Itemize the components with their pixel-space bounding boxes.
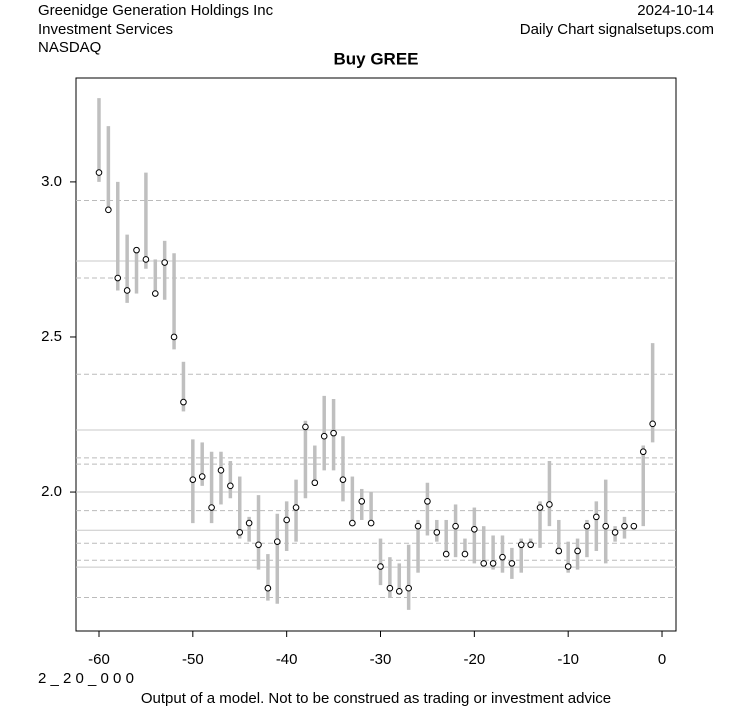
chart-title: Buy GREE — [333, 49, 418, 68]
y-tick-label: 3.0 — [41, 173, 62, 190]
close-point — [95, 169, 103, 176]
close-point — [123, 287, 131, 294]
close-point — [461, 550, 469, 558]
close-point — [546, 501, 553, 508]
header-left: Investment Services — [38, 21, 173, 38]
close-point — [499, 553, 506, 561]
x-tick-label: -30 — [370, 651, 392, 668]
close-point — [386, 584, 394, 592]
close-point — [217, 467, 225, 474]
close-point — [189, 476, 197, 483]
y-tick-label: 2.5 — [41, 328, 62, 345]
x-tick-label: -20 — [463, 651, 485, 668]
close-point — [283, 516, 290, 524]
close-point — [151, 290, 159, 297]
close-point — [395, 588, 403, 595]
close-point — [377, 563, 384, 570]
plot-frame — [75, 77, 677, 632]
close-point — [349, 519, 356, 527]
close-point — [471, 525, 478, 533]
close-point — [564, 563, 572, 570]
x-tick-label: 0 — [658, 651, 666, 668]
close-point — [330, 429, 337, 437]
close-point — [480, 560, 488, 567]
close-point — [339, 476, 347, 483]
close-point — [114, 274, 122, 282]
close-point — [245, 519, 253, 527]
close-point — [602, 522, 610, 530]
x-tick-label: -10 — [557, 651, 579, 668]
close-point — [555, 547, 563, 555]
close-point — [527, 541, 534, 549]
header-left: Greenidge Generation Holdings Inc — [38, 2, 274, 19]
close-point — [170, 333, 178, 341]
close-point — [105, 206, 112, 214]
close-point — [208, 504, 215, 511]
footer: Output of a model. Not to be construed a… — [141, 690, 611, 707]
close-point — [649, 420, 656, 428]
close-point — [358, 498, 366, 505]
close-point — [452, 522, 459, 530]
close-point — [311, 479, 319, 487]
x-tick-label: -50 — [182, 651, 204, 668]
close-point — [611, 529, 619, 536]
close-point — [517, 541, 525, 549]
close-point — [292, 504, 300, 511]
close-point — [273, 538, 281, 545]
close-point — [414, 522, 422, 530]
header-left: NASDAQ — [38, 39, 101, 56]
x-tick-label: -60 — [88, 651, 110, 668]
close-point — [630, 522, 638, 530]
close-point — [489, 560, 497, 567]
close-point — [367, 519, 375, 527]
x-tick-label: -40 — [276, 651, 298, 668]
close-point — [236, 529, 244, 536]
close-point — [255, 541, 262, 549]
close-point — [405, 584, 412, 592]
close-point — [442, 550, 450, 558]
close-point — [161, 259, 168, 266]
close-point — [133, 246, 140, 254]
close-point — [264, 584, 272, 592]
close-point — [424, 498, 431, 505]
close-point — [320, 432, 328, 440]
close-point — [142, 256, 150, 263]
close-point — [302, 423, 309, 431]
close-point — [621, 522, 628, 530]
close-point — [574, 547, 581, 555]
close-point — [433, 529, 441, 536]
close-point — [180, 398, 187, 406]
close-point — [198, 473, 206, 480]
header-right: 2024-10-14 — [637, 2, 714, 19]
corner-label: 2 _ 2 0 _ 0 0 0 — [38, 670, 134, 687]
close-point — [536, 504, 544, 511]
close-point — [508, 560, 516, 567]
close-point — [593, 513, 600, 521]
y-tick-label: 2.0 — [41, 483, 62, 500]
close-point — [227, 482, 234, 490]
header-right: Daily Chart signalsetups.com — [520, 21, 714, 38]
close-point — [583, 522, 591, 530]
close-point — [639, 448, 647, 456]
